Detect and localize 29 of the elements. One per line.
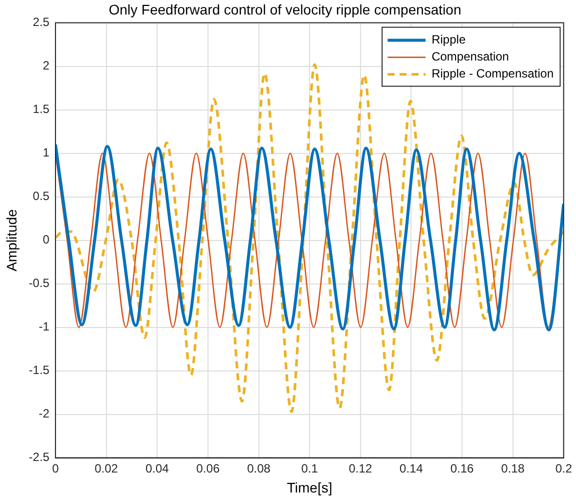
x-tick-label: 0 [52, 461, 60, 476]
legend-label: Ripple [432, 32, 466, 47]
x-tick-label: 0.2 [555, 461, 572, 476]
x-tick-label: 0.06 [196, 461, 220, 476]
y-tick-label: -2.5 [28, 450, 50, 464]
y-tick-label: 1 [42, 146, 50, 160]
x-tick-label: 0.02 [94, 461, 118, 476]
y-axis-title: Amplitude [3, 208, 20, 272]
legend-label: Ripple - Compensation [432, 66, 554, 81]
y-tick-label: 2 [42, 58, 50, 73]
x-axis-title: Time[s] [286, 479, 332, 496]
x-tick-label: 0.08 [247, 461, 271, 476]
y-tick-label: -1 [38, 320, 50, 334]
y-tick-label: 2.5 [32, 15, 50, 30]
y-tick-label: 0 [42, 232, 50, 247]
y-tick-label: -1.5 [28, 363, 50, 378]
line-series [55, 63, 564, 413]
x-tick-label: 0.14 [400, 461, 424, 476]
y-tick-label: -0.5 [28, 276, 50, 290]
x-tick-label: 0.1 [301, 461, 318, 476]
y-tick-label: 1.5 [32, 102, 50, 116]
x-tick-label: 0.16 [450, 461, 474, 476]
legend-label: Compensation [432, 50, 509, 64]
x-tick-label: 0.04 [145, 461, 170, 476]
chart-title: Only Feedforward control of velocity ripple compensation [108, 1, 462, 18]
y-tick-label: 0.5 [32, 189, 50, 204]
x-tick-label: 0.12 [348, 461, 372, 476]
x-tick-label: 0.18 [501, 461, 525, 476]
y-tick-label: -2 [38, 406, 50, 421]
